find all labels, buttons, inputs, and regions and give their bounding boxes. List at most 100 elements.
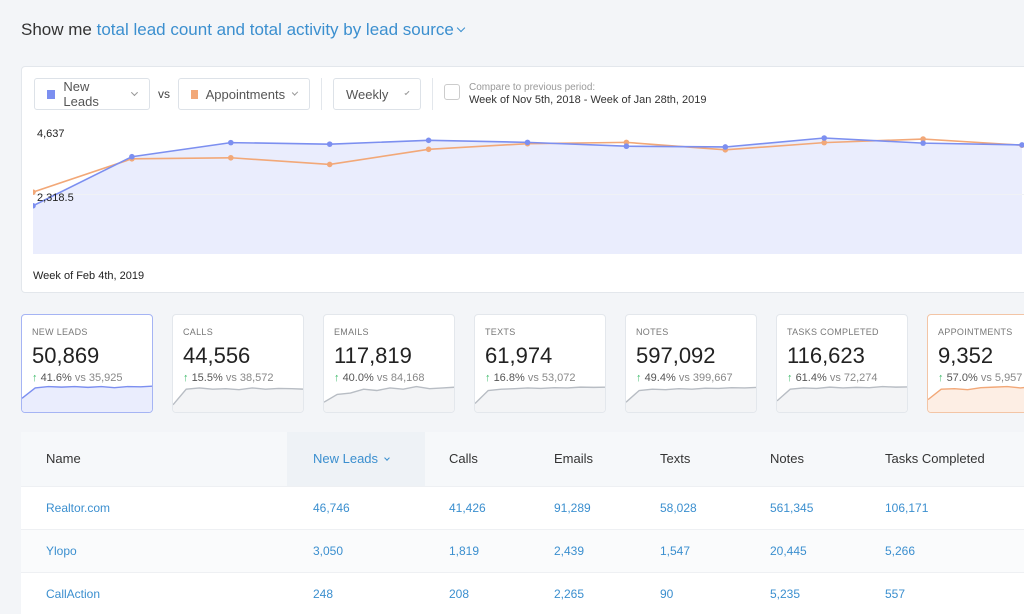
lead-source-link[interactable]: CallAction — [46, 587, 101, 601]
column-header-notes[interactable]: Notes — [770, 432, 804, 486]
sparkline — [777, 385, 907, 412]
column-header-label: Calls — [449, 451, 478, 466]
stat-vs-label: vs — [829, 372, 841, 384]
stat-previous-value: 5,957 — [994, 372, 1023, 384]
chevron-down-icon — [131, 88, 139, 96]
data-point-appointments[interactable] — [821, 139, 827, 146]
data-point-new-leads[interactable] — [623, 143, 630, 150]
table-cell: 1,547 — [660, 544, 691, 558]
stat-label: TASKS COMPLETED — [787, 327, 879, 337]
stat-change: ↑ 57.0% vs 5,957 — [938, 372, 1022, 384]
stat-card-calls[interactable]: CALLS 44,556 ↑ 15.5% vs 38,572 — [172, 314, 304, 413]
data-point-appointments[interactable] — [33, 189, 36, 195]
series-area-new-leads — [33, 138, 1022, 254]
metric-b-dropdown[interactable]: Appointments — [178, 78, 310, 110]
stat-card-appointments[interactable]: APPOINTMENTS 9,352 ↑ 57.0% vs 5,957 — [927, 314, 1024, 413]
table-cell: 208 — [449, 587, 470, 601]
data-point-appointments[interactable] — [920, 136, 926, 142]
table-row[interactable]: Realtor.com 46,746 41,426 91,289 58,028 561,3… — [21, 486, 1024, 529]
data-point-new-leads[interactable] — [425, 137, 432, 144]
chevron-down-icon — [291, 88, 299, 96]
data-point-new-leads[interactable] — [524, 139, 531, 146]
stat-previous: vs 84,168 — [377, 372, 425, 384]
sparkline-line — [777, 385, 907, 402]
stat-change-percent: 41.6% — [40, 372, 72, 384]
stat-change: ↑ 16.8% vs 53,072 — [485, 372, 576, 384]
stat-vs-label: vs — [527, 372, 539, 384]
table-cell: 91,289 — [554, 501, 591, 515]
compare-checkbox[interactable] — [444, 83, 460, 100]
stat-card-emails[interactable]: EMAILS 117,819 ↑ 40.0% vs 84,168 — [323, 314, 455, 413]
stat-previous-value: 399,667 — [692, 372, 733, 384]
stat-previous-value: 72,274 — [843, 372, 878, 384]
interval-dropdown[interactable]: Weekly — [333, 78, 421, 110]
compare-toggle: Compare to previous period: Week of Nov … — [444, 82, 706, 107]
sparkline-line — [626, 386, 756, 403]
data-point-appointments[interactable] — [326, 161, 333, 168]
data-point-new-leads[interactable] — [129, 153, 135, 160]
column-header-new-leads[interactable]: New Leads — [287, 432, 425, 486]
column-header-texts[interactable]: Texts — [660, 432, 690, 486]
data-point-new-leads[interactable] — [722, 144, 729, 150]
column-header-name[interactable]: Name — [46, 432, 81, 486]
column-header-emails[interactable]: Emails — [554, 432, 593, 486]
stat-card-notes[interactable]: NOTES 597,092 ↑ 49.4% vs 399,667 — [625, 314, 757, 413]
stat-change: ↑ 40.0% vs 84,168 — [334, 372, 425, 384]
chevron-down-icon — [404, 89, 410, 95]
stat-change-percent: 15.5% — [191, 372, 223, 384]
stat-vs-label: vs — [678, 372, 690, 384]
data-point-new-leads[interactable] — [1019, 142, 1024, 148]
compare-label: Compare to previous period: — [469, 81, 596, 93]
metric-b-label: Appointments — [205, 86, 286, 102]
sparkline — [22, 385, 152, 412]
toolbar-divider — [321, 78, 322, 110]
stat-value: 44,556 — [183, 343, 251, 368]
data-point-new-leads[interactable] — [228, 139, 234, 146]
sparkline-area — [22, 386, 152, 412]
column-header-calls[interactable]: Calls — [449, 432, 478, 486]
data-point-new-leads[interactable] — [920, 140, 926, 146]
metric-a-swatch-icon — [47, 89, 56, 99]
stat-vs-label: vs — [980, 372, 992, 384]
stat-value: 116,623 — [787, 343, 865, 368]
table-cell: 5,266 — [885, 544, 916, 558]
stat-card-new-leads[interactable]: NEW LEADS 50,869 ↑ 41.6% vs 35,925 — [21, 314, 153, 413]
stat-previous: vs 5,957 — [981, 372, 1023, 384]
stat-previous: vs 53,072 — [528, 372, 576, 384]
table-cell: 3,050 — [313, 544, 344, 558]
stat-card-tasks-completed[interactable]: TASKS COMPLETED 116,623 ↑ 61.4% vs 72,274 — [776, 314, 908, 413]
chart-x-label: Week of Feb 4th, 2019 — [33, 270, 145, 282]
data-point-new-leads[interactable] — [33, 202, 36, 209]
stat-card-texts[interactable]: TEXTS 61,974 ↑ 16.8% vs 53,072 — [474, 314, 606, 413]
stat-value: 50,869 — [32, 343, 100, 368]
data-point-new-leads[interactable] — [821, 135, 827, 141]
table-row[interactable]: CallAction 248 208 2,265 90 5,235 557 — [21, 572, 1024, 614]
y-tick-mid: 2,318.5 — [37, 192, 74, 204]
column-header-label: Texts — [660, 451, 691, 466]
arrow-up-icon: ↑ — [32, 372, 38, 384]
data-point-appointments[interactable] — [425, 146, 432, 153]
column-header-tasks-completed[interactable]: Tasks Completed — [885, 432, 985, 486]
data-point-new-leads[interactable] — [326, 141, 333, 147]
metric-a-dropdown[interactable]: New Leads — [34, 78, 150, 110]
lead-source-link[interactable]: Realtor.com — [46, 501, 111, 515]
table-row[interactable]: Ylopo 3,050 1,819 2,439 1,547 20,445 5,266 — [21, 529, 1024, 572]
data-point-appointments[interactable] — [228, 154, 234, 161]
line-chart: 4,637 2,318.5 — [33, 128, 1024, 254]
stat-value: 597,092 — [636, 343, 716, 368]
chart-toolbar: New Leads vs Appointments Weekly Compare… — [34, 78, 706, 110]
column-header-label: Notes — [770, 451, 804, 466]
arrow-up-icon: ↑ — [938, 372, 944, 384]
sparkline — [324, 385, 454, 412]
data-point-appointments[interactable] — [623, 139, 630, 146]
stat-change-percent: 16.8% — [493, 372, 525, 384]
stat-previous-value: 38,572 — [239, 372, 274, 384]
table-header: Name New Leads Calls Emails Texts Notes Tasks … — [21, 432, 1024, 486]
sort-chevron-icon — [384, 455, 390, 461]
sparkline-line — [22, 385, 152, 399]
table-cell: 2,265 — [554, 587, 585, 601]
sparkline-area — [626, 387, 756, 412]
report-selector[interactable]: total lead count and total activity by l… — [97, 20, 466, 39]
lead-source-link[interactable]: Ylopo — [46, 544, 77, 558]
stat-previous: vs 35,925 — [75, 372, 123, 384]
